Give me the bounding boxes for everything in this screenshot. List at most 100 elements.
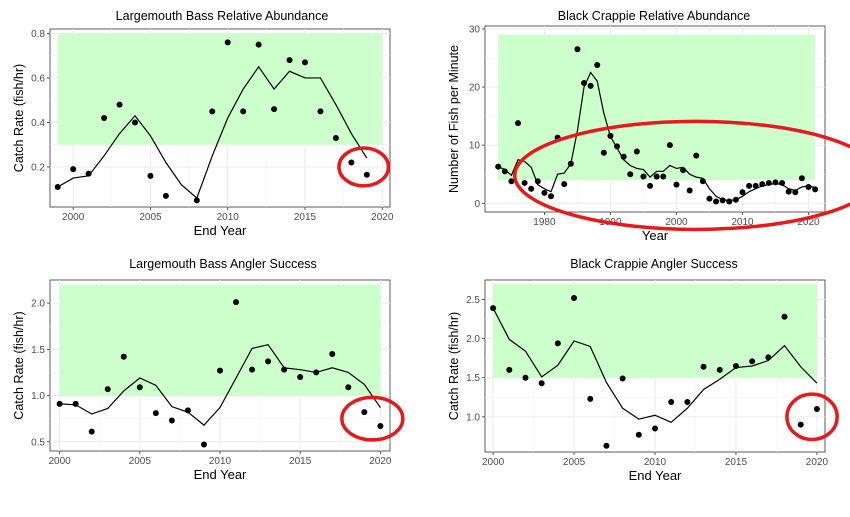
x-axis-label: End Year <box>629 468 682 483</box>
x-tick-label: 2000 <box>62 212 85 223</box>
data-point <box>548 193 555 200</box>
data-point <box>361 409 368 416</box>
data-point <box>561 181 568 188</box>
data-point <box>567 160 574 167</box>
data-point <box>647 182 654 189</box>
data-point <box>607 132 614 139</box>
x-tick-label: 2010 <box>644 457 667 468</box>
data-point <box>805 184 812 191</box>
data-point <box>233 299 240 306</box>
x-tick-label: 2005 <box>563 457 586 468</box>
trend-line <box>492 307 818 423</box>
highlight-circle <box>513 119 850 232</box>
data-point <box>719 197 726 204</box>
x-tick-label: 2020 <box>797 217 820 228</box>
data-point <box>749 358 756 365</box>
target-range-band <box>59 284 381 396</box>
data-point <box>666 142 673 149</box>
data-point <box>168 417 175 424</box>
data-point <box>603 442 610 449</box>
highlight-circle <box>340 395 405 442</box>
y-tick-label: 1.0 <box>466 412 480 423</box>
target-range-band <box>493 283 817 378</box>
y-tick-label: 1.0 <box>31 391 45 402</box>
data-point <box>534 178 541 185</box>
trend-line <box>57 65 368 200</box>
data-point <box>515 120 522 127</box>
data-point <box>594 61 601 68</box>
data-point <box>345 384 352 391</box>
data-points <box>56 299 384 448</box>
x-tick-label: 2015 <box>294 212 317 223</box>
data-point <box>490 305 497 312</box>
data-point <box>633 148 640 155</box>
data-point <box>152 410 159 417</box>
data-point <box>554 340 561 347</box>
data-point <box>88 428 95 435</box>
data-points <box>490 294 820 449</box>
x-axis-label: End Year <box>194 223 247 238</box>
data-point <box>686 187 693 194</box>
y-tick-label: 0.6 <box>31 73 45 84</box>
y-axis-label: Catch Rate (fish/hr) <box>12 311 26 419</box>
data-point <box>699 178 706 185</box>
data-point <box>781 313 788 320</box>
data-point <box>265 358 272 365</box>
data-point <box>522 374 529 381</box>
data-point <box>798 175 805 182</box>
data-point <box>101 115 108 121</box>
data-point <box>332 135 339 142</box>
target-range-band <box>498 34 816 181</box>
data-point <box>732 196 739 203</box>
data-point <box>660 173 667 180</box>
data-point <box>581 79 588 86</box>
highlight-circle <box>337 146 391 188</box>
data-point <box>785 188 792 195</box>
data-point <box>620 153 627 160</box>
data-point <box>541 189 548 196</box>
y-tick-label: 0.2 <box>31 162 45 173</box>
data-point <box>772 179 779 186</box>
data-point <box>104 386 111 393</box>
data-point <box>528 185 535 192</box>
chart-title: Black Crappie Relative Abundance <box>558 9 751 23</box>
y-axis-label: Catch Rate (fish/hr) <box>12 64 26 172</box>
data-point <box>72 400 79 407</box>
panel-1: 2000 2005 2010 2015 2020 0.2 0.4 0.6 0.8 Largemou… <box>12 9 394 238</box>
data-point <box>792 189 799 196</box>
y-tick-label: 0.4 <box>31 118 45 129</box>
data-point <box>635 431 642 438</box>
x-tick-label: 2005 <box>139 212 162 223</box>
data-point <box>200 441 207 448</box>
y-axis-label: Catch Rate (fish/hr) <box>447 312 461 420</box>
data-point <box>521 179 528 186</box>
y-tick-label: 0.8 <box>31 29 45 40</box>
data-point <box>571 294 578 301</box>
chart-title: Largemouth Bass Angler Success <box>129 257 317 271</box>
data-point <box>813 406 820 412</box>
data-point <box>508 178 515 185</box>
data-point <box>732 363 739 369</box>
data-point <box>700 363 707 370</box>
data-point <box>673 181 680 188</box>
x-tick-label: 2000 <box>48 456 71 467</box>
data-point <box>501 168 508 175</box>
x-axis-label: Year <box>642 228 669 243</box>
data-point <box>132 119 138 126</box>
x-tick-label: 2020 <box>369 456 392 467</box>
data-point <box>716 366 723 373</box>
y-tick-label: 0.5 <box>31 437 45 448</box>
data-point <box>765 179 772 186</box>
x-tick-label: 2000 <box>482 457 505 468</box>
y-tick-label: 2.5 <box>466 295 480 306</box>
y-tick-label: 0 <box>474 199 480 210</box>
data-point <box>506 366 513 373</box>
data-point <box>54 183 61 190</box>
data-point <box>706 195 713 202</box>
y-tick-label: 1.5 <box>31 345 45 356</box>
y-axis-label: Number of Fish per Minute <box>447 45 461 193</box>
data-point <box>600 149 607 156</box>
data-point <box>136 384 143 391</box>
data-point <box>147 172 154 179</box>
